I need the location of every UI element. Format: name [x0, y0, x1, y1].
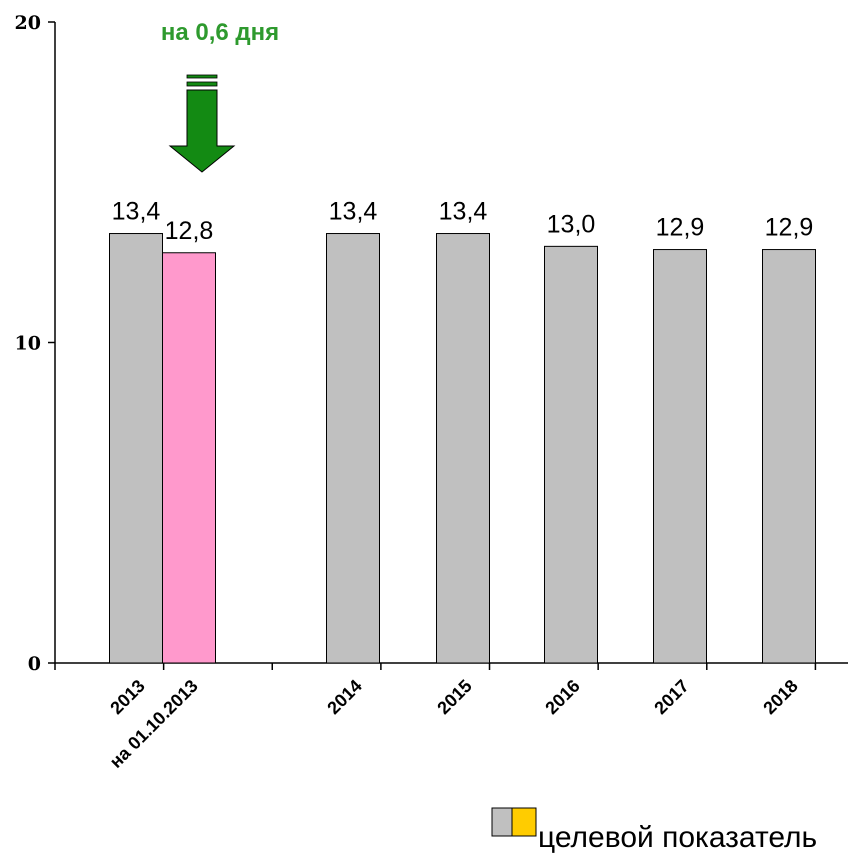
value-label: 13,4: [112, 198, 161, 226]
annotation: на 0,6 дня: [161, 19, 279, 173]
category-label: 2018: [759, 676, 801, 718]
y-tick-label: 10: [15, 333, 41, 355]
annotation-text: на 0,6 дня: [161, 19, 279, 46]
bars: [109, 233, 816, 664]
category-label: 2014: [323, 676, 365, 718]
y-tick-label: 20: [15, 12, 41, 34]
bar: [762, 249, 816, 664]
bar: [162, 252, 216, 664]
value-label: 13,4: [439, 198, 488, 226]
bar: [326, 233, 380, 664]
value-label: 13,4: [329, 198, 378, 226]
value-label: 13,0: [547, 210, 596, 238]
category-label: 2016: [541, 676, 583, 718]
bar: [436, 233, 490, 664]
y-tick-label: 0: [28, 653, 41, 675]
legend-swatch-yellow: [511, 807, 537, 837]
bar: [109, 233, 163, 664]
value-label: 12,9: [765, 214, 814, 242]
category-label: 2013: [106, 676, 148, 718]
value-label: 12,9: [656, 214, 705, 242]
value-labels: 13,412,813,4 13,4 13,0 12,9 12,9: [112, 198, 814, 245]
value-label: 12,8: [165, 217, 214, 245]
category-label: 2015: [433, 676, 475, 718]
bar: [544, 245, 598, 664]
down-arrow-icon: [168, 74, 236, 173]
legend-label: целевой показатель: [538, 821, 817, 854]
category-label: 2017: [650, 676, 692, 718]
bar: [653, 249, 707, 664]
legend: целевой показатель: [491, 807, 817, 854]
